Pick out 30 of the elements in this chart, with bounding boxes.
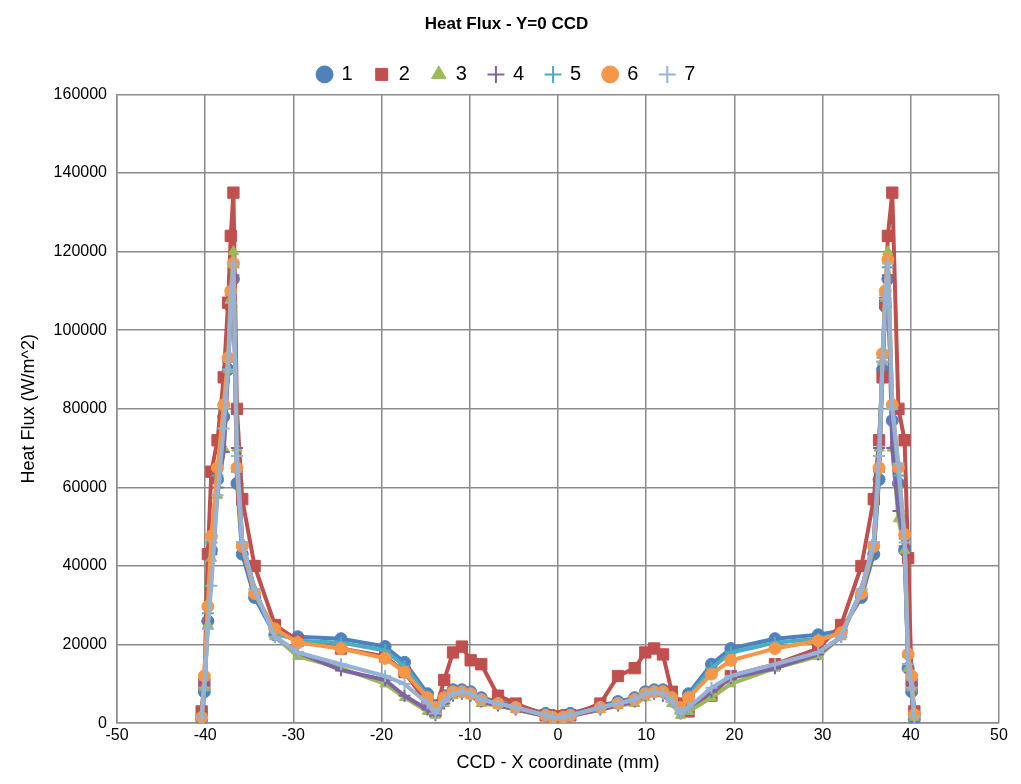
x-tick-label: 0 xyxy=(553,726,563,744)
y-tick-label: 140000 xyxy=(53,163,108,181)
x-tick-label: 10 xyxy=(637,726,656,744)
legend-label: 6 xyxy=(627,61,639,84)
x-tick-label: 40 xyxy=(901,726,920,744)
x-tick-label: -40 xyxy=(193,726,217,744)
x-tick-label: 20 xyxy=(725,726,744,744)
x-tick-label: -30 xyxy=(281,726,306,744)
y-tick-label: 120000 xyxy=(53,242,108,260)
y-tick-label: 20000 xyxy=(62,635,108,653)
y-axis-title: Heat Flux (W/m^2) xyxy=(17,334,38,484)
y-tick-label: 100000 xyxy=(53,320,108,338)
legend-label: 4 xyxy=(512,61,525,84)
x-tick-label: -50 xyxy=(105,726,129,744)
y-tick-label: 40000 xyxy=(62,556,108,574)
legend-label: 2 xyxy=(398,61,410,84)
chart-title: Heat Flux - Y=0 CCD xyxy=(424,13,589,33)
legend-label: 1 xyxy=(341,61,353,84)
legend-label: 3 xyxy=(455,61,467,84)
x-axis-title: CCD - X coordinate (mm) xyxy=(456,752,660,773)
y-tick-label: 60000 xyxy=(62,477,108,495)
x-tick-label: 50 xyxy=(990,726,1008,744)
x-tick-label: 30 xyxy=(813,726,832,744)
x-tick-label: -20 xyxy=(370,726,394,744)
x-tick-label: -10 xyxy=(458,726,482,744)
y-tick-label: 80000 xyxy=(62,399,108,417)
legend-label: 5 xyxy=(570,61,582,84)
y-tick-label: 0 xyxy=(98,713,108,731)
y-tick-label: 160000 xyxy=(53,84,108,102)
legend-label: 7 xyxy=(684,61,696,84)
